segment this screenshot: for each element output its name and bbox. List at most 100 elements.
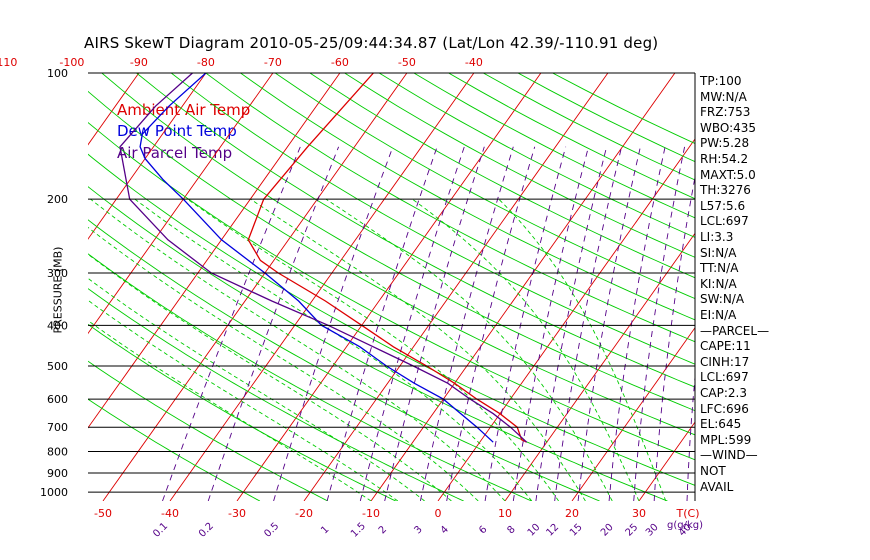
dry-adiabat-line [88,153,695,486]
dry-adiabat-line [88,398,261,501]
pressure-tick-label: 500 [47,360,68,373]
index-item: MPL:599 [700,432,752,447]
pressure-tick-label: 900 [47,467,68,480]
isotherm-line [88,73,274,335]
dry-adiabat-line [240,73,695,321]
isotherm-line [840,73,870,501]
dry-adiabat-line [88,219,600,501]
index-item: EI:N/A [700,308,737,322]
dry-adiabat-line [552,73,695,145]
isotherm-line [706,73,870,501]
dry-adiabat-line [274,73,695,300]
chart-title: AIRS SkewT Diagram 2010-05-25/09:44:34.8… [84,34,659,52]
index-item: MW:N/A [700,89,747,104]
isotherm-line [504,232,695,501]
mixing-ratio-line [384,146,485,501]
index-item: AVAIL [700,479,734,494]
index-item: TH:3276 [700,183,751,198]
isotherm-line [0,73,72,501]
isotherm-line [773,73,870,501]
mixing-ratio-line [273,146,394,501]
index-item: RH:54.2 [700,152,749,166]
dry-adiabat-line [101,73,695,412]
dry-adiabat-line [88,90,695,436]
mixing-ratio-line [686,372,695,501]
dry-adiabat-line [136,73,695,388]
legend-dew-point-temp: Dew Point Temp [117,122,237,140]
mixing-ratio-tick-label: 0.1 [151,521,170,540]
top-temp-tick-label: -70 [264,56,282,69]
bottom-temp-tick-label: 10 [498,507,512,520]
pressure-tick-label: 200 [47,193,68,206]
dry-adiabat-line [309,73,695,279]
index-item: TP:100 [700,74,742,88]
pressure-tick-label: 400 [47,319,68,332]
moist-adiabat-line [187,198,559,501]
dry-adiabat-line [88,360,329,501]
index-item: CAPE:11 [700,339,751,354]
bottom-temp-tick-label: -50 [94,507,112,520]
index-item: EL:645 [700,417,742,432]
index-item: SW:N/A [700,292,745,307]
dry-adiabat-line [170,73,695,365]
mixing-ratio-tick-label: 0.2 [197,521,216,540]
mixing-ratio-tick-label: 20 [599,522,616,539]
index-item: LCL:697 [700,214,749,229]
isotherm-line [88,73,207,240]
mixing-ratio-tick-label: 0.5 [262,521,281,540]
top-temp-tick-label: -40 [465,56,483,69]
bottom-temp-tick-label: -40 [161,507,179,520]
mixing-ratio-tick-label: 3 [412,524,424,536]
pressure-tick-label: 800 [47,446,68,459]
x-axis-label: T(C) [676,507,700,520]
bottom-temp-tick-label: -30 [228,507,246,520]
mixing-ratio-tick-label: 25 [624,522,641,539]
index-item: SI:N/A [700,245,737,260]
index-item: L57:5.6 [700,198,746,213]
mixing-ratio-tick-label: 8 [505,524,517,536]
mixing-ratio-tick-label: 12 [545,522,562,539]
moist-adiabat-line [88,253,452,501]
mixing-ratio-axis-label: g(g/kg) [667,520,703,531]
mixing-ratio-tick-label: 10 [526,522,543,539]
moist-adiabat-line [498,198,667,501]
moist-adiabat-line [90,198,506,501]
index-item: —WIND— [700,448,758,463]
top-temp-tick-label: -50 [398,56,416,69]
moist-adiabat-line [250,198,586,501]
mixing-ratio-tick-label: 4 [439,524,451,536]
mixing-ratio-line [554,146,623,501]
index-item: KI:N/A [700,276,737,291]
top-temp-tick-label: -80 [197,56,215,69]
pressure-tick-label: 300 [47,267,68,280]
index-item: LCL:697 [700,370,749,385]
top-temp-tick-label: -110 [0,56,17,69]
isotherm-line [88,73,140,146]
bottom-temp-tick-label: 20 [565,507,579,520]
series-line-dew-point-temp [139,73,494,443]
pressure-tick-label: 1000 [40,486,68,499]
index-item: PW:5.28 [700,136,750,151]
dry-adiabat-line [88,253,532,501]
isotherm-line [638,421,695,501]
index-item: FRZ:753 [700,105,751,120]
mixing-ratio-line [446,146,536,501]
mixing-ratio-line [359,146,465,501]
isotherm-line [303,73,609,501]
isotherm-line [88,73,341,429]
bottom-temp-tick-label: -20 [295,507,313,520]
mixing-ratio-tick-label: 15 [568,522,585,539]
dry-adiabat-line [205,73,695,343]
index-item: CINH:17 [700,354,750,369]
moist-adiabat-line [88,320,372,501]
mixing-ratio-tick-label: 2 [377,524,389,536]
top-temp-tick-label: -100 [59,56,84,69]
isotherm-line [437,138,695,501]
pressure-tick-label: 100 [47,67,68,80]
bottom-temp-tick-label: 0 [435,507,442,520]
index-item: TT:N/A [700,261,739,276]
index-item: LI:3.3 [700,230,734,244]
top-temp-tick-label: -90 [130,56,148,69]
series-line-ambient-air-temp [247,73,527,443]
index-item: NOT [700,464,726,478]
